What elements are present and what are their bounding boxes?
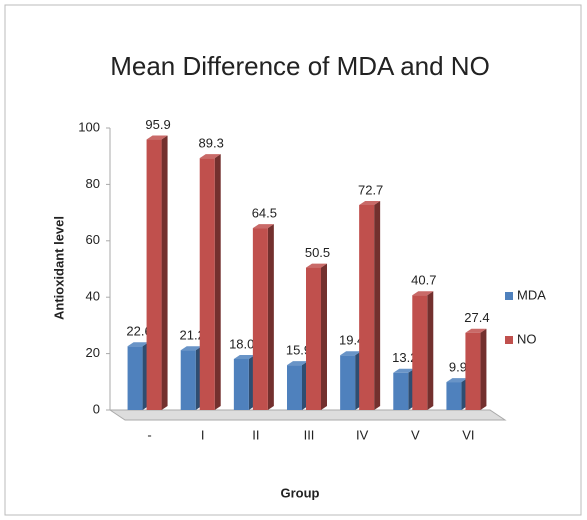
value-label: 64.5 — [252, 206, 277, 221]
bar-top — [465, 328, 487, 333]
value-label: 22.6 — [126, 324, 151, 339]
bar-side — [374, 200, 381, 410]
x-tick-label: - — [147, 427, 151, 442]
bar — [287, 365, 302, 410]
value-label: 72.7 — [358, 182, 383, 197]
y-tick-label: 40 — [86, 289, 100, 304]
legend-label: MDA — [517, 287, 546, 302]
bar-top — [127, 342, 149, 347]
y-axis-title: Antioxidant level — [51, 216, 66, 320]
y-tick-label: 60 — [86, 232, 100, 247]
bar-top — [180, 346, 202, 351]
bar — [199, 158, 215, 410]
legend-label: NO — [517, 331, 537, 346]
y-tick-label: 20 — [86, 345, 100, 360]
x-tick-label: I — [201, 427, 205, 442]
value-label: 89.3 — [199, 136, 224, 151]
y-tick-label: 0 — [93, 401, 100, 416]
value-label: 50.5 — [305, 245, 330, 260]
bar-top — [252, 224, 274, 229]
bar — [146, 139, 162, 410]
bar-top — [340, 351, 362, 356]
value-label: 15.9 — [286, 343, 311, 358]
value-label: 40.7 — [411, 273, 436, 288]
bar — [180, 350, 196, 410]
bar — [252, 228, 268, 410]
x-tick-label: VI — [462, 427, 474, 442]
bar-top — [306, 263, 327, 268]
x-axis-title: Group — [281, 485, 320, 500]
bar — [340, 355, 356, 410]
bar-side — [267, 224, 274, 410]
bar-top — [146, 135, 168, 140]
bar-top — [287, 361, 308, 366]
value-label: 95.9 — [145, 117, 170, 132]
x-tick-label: IV — [356, 427, 369, 442]
bar-top — [446, 378, 468, 383]
x-tick-label: III — [304, 427, 315, 442]
bar-top — [393, 368, 415, 373]
bar — [127, 346, 143, 410]
bar-top — [233, 354, 255, 359]
bar — [446, 382, 462, 410]
bar-side — [480, 328, 487, 410]
bar-top — [199, 154, 221, 159]
bar — [393, 372, 409, 410]
legend-swatch — [505, 336, 513, 344]
bar — [359, 204, 375, 410]
value-label: 19.4 — [339, 333, 364, 348]
value-label: 21.2 — [180, 328, 205, 343]
x-tick-label: II — [252, 427, 259, 442]
floor — [108, 409, 507, 421]
chart-border — [4, 4, 582, 516]
bar — [465, 332, 481, 410]
bar — [306, 267, 321, 410]
value-label: 13.2 — [392, 350, 417, 365]
y-tick-label: 80 — [86, 176, 100, 191]
y-tick-label: 100 — [78, 119, 100, 134]
bar-side — [214, 154, 221, 410]
bar — [233, 358, 249, 410]
x-tick-label: V — [411, 427, 420, 442]
bar-top — [359, 200, 381, 205]
value-label: 27.4 — [464, 310, 489, 325]
bar-side — [321, 263, 327, 410]
value-label: 9.9 — [449, 360, 467, 375]
bar-side — [161, 135, 168, 410]
legend-swatch — [505, 292, 513, 300]
chart-title: Mean Difference of MDA and NO — [110, 51, 490, 81]
bar — [412, 295, 428, 410]
bar-top — [412, 291, 434, 296]
bar-side — [427, 291, 434, 410]
